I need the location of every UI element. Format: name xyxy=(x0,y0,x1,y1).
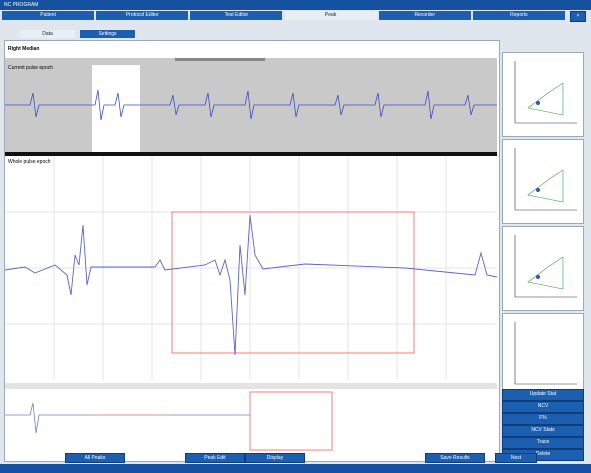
title-bar: NC PROGRAM xyxy=(0,0,591,10)
mini-plot xyxy=(514,235,577,298)
main-trace-label: Whole pulse epoch xyxy=(8,159,51,165)
side-button[interactable]: F% xyxy=(502,413,584,425)
mini-chart xyxy=(502,313,584,398)
bottom-button[interactable]: Display xyxy=(245,453,305,463)
tab[interactable]: Patient xyxy=(2,11,95,20)
tab[interactable]: Test Editor xyxy=(190,11,283,20)
epoch-window xyxy=(92,65,140,153)
divider xyxy=(5,152,497,156)
h-scrollbar xyxy=(5,383,497,389)
side-button[interactable]: NCV xyxy=(502,401,584,413)
trace-area: Current pulse epoch Whole pulse epoch xyxy=(5,58,497,451)
status-bar xyxy=(0,464,591,473)
top-trace-label: Current pulse epoch xyxy=(8,65,53,71)
scroll-thumb xyxy=(175,58,265,61)
window-title: NC PROGRAM xyxy=(4,2,39,8)
bottom-selection xyxy=(249,391,333,451)
top-trace-bg xyxy=(5,58,497,153)
mini-chart xyxy=(502,226,584,311)
mini-chart xyxy=(502,52,584,137)
bottom-trace xyxy=(5,402,250,434)
side-button[interactable]: Trace xyxy=(502,437,584,449)
top-trace xyxy=(5,89,497,121)
tab[interactable]: Reports xyxy=(472,11,565,20)
bottom-button[interactable]: Save Results xyxy=(425,453,485,463)
side-button[interactable]: Update Stat xyxy=(502,389,584,401)
mini-plot xyxy=(514,322,577,385)
mini-plot xyxy=(514,61,577,124)
mini-plot xyxy=(514,148,577,211)
close-button[interactable]: × xyxy=(570,11,586,22)
subtab[interactable]: Data xyxy=(20,30,75,38)
main-trace xyxy=(5,214,497,356)
selection-box xyxy=(171,211,415,354)
tab[interactable]: Peak xyxy=(284,11,377,20)
grid xyxy=(5,156,497,380)
tab[interactable]: Protocol Editor xyxy=(96,11,189,20)
bottom-button[interactable]: Next xyxy=(495,453,537,463)
panel-title: Right Median xyxy=(8,46,40,52)
mini-chart xyxy=(502,139,584,224)
bottom-button[interactable]: All Peaks xyxy=(65,453,125,463)
tab[interactable]: Recorder xyxy=(378,11,471,20)
subtab[interactable]: Settings xyxy=(80,30,135,38)
bottom-button[interactable]: Peak Edit xyxy=(185,453,245,463)
side-button[interactable]: NCV Stats xyxy=(502,425,584,437)
